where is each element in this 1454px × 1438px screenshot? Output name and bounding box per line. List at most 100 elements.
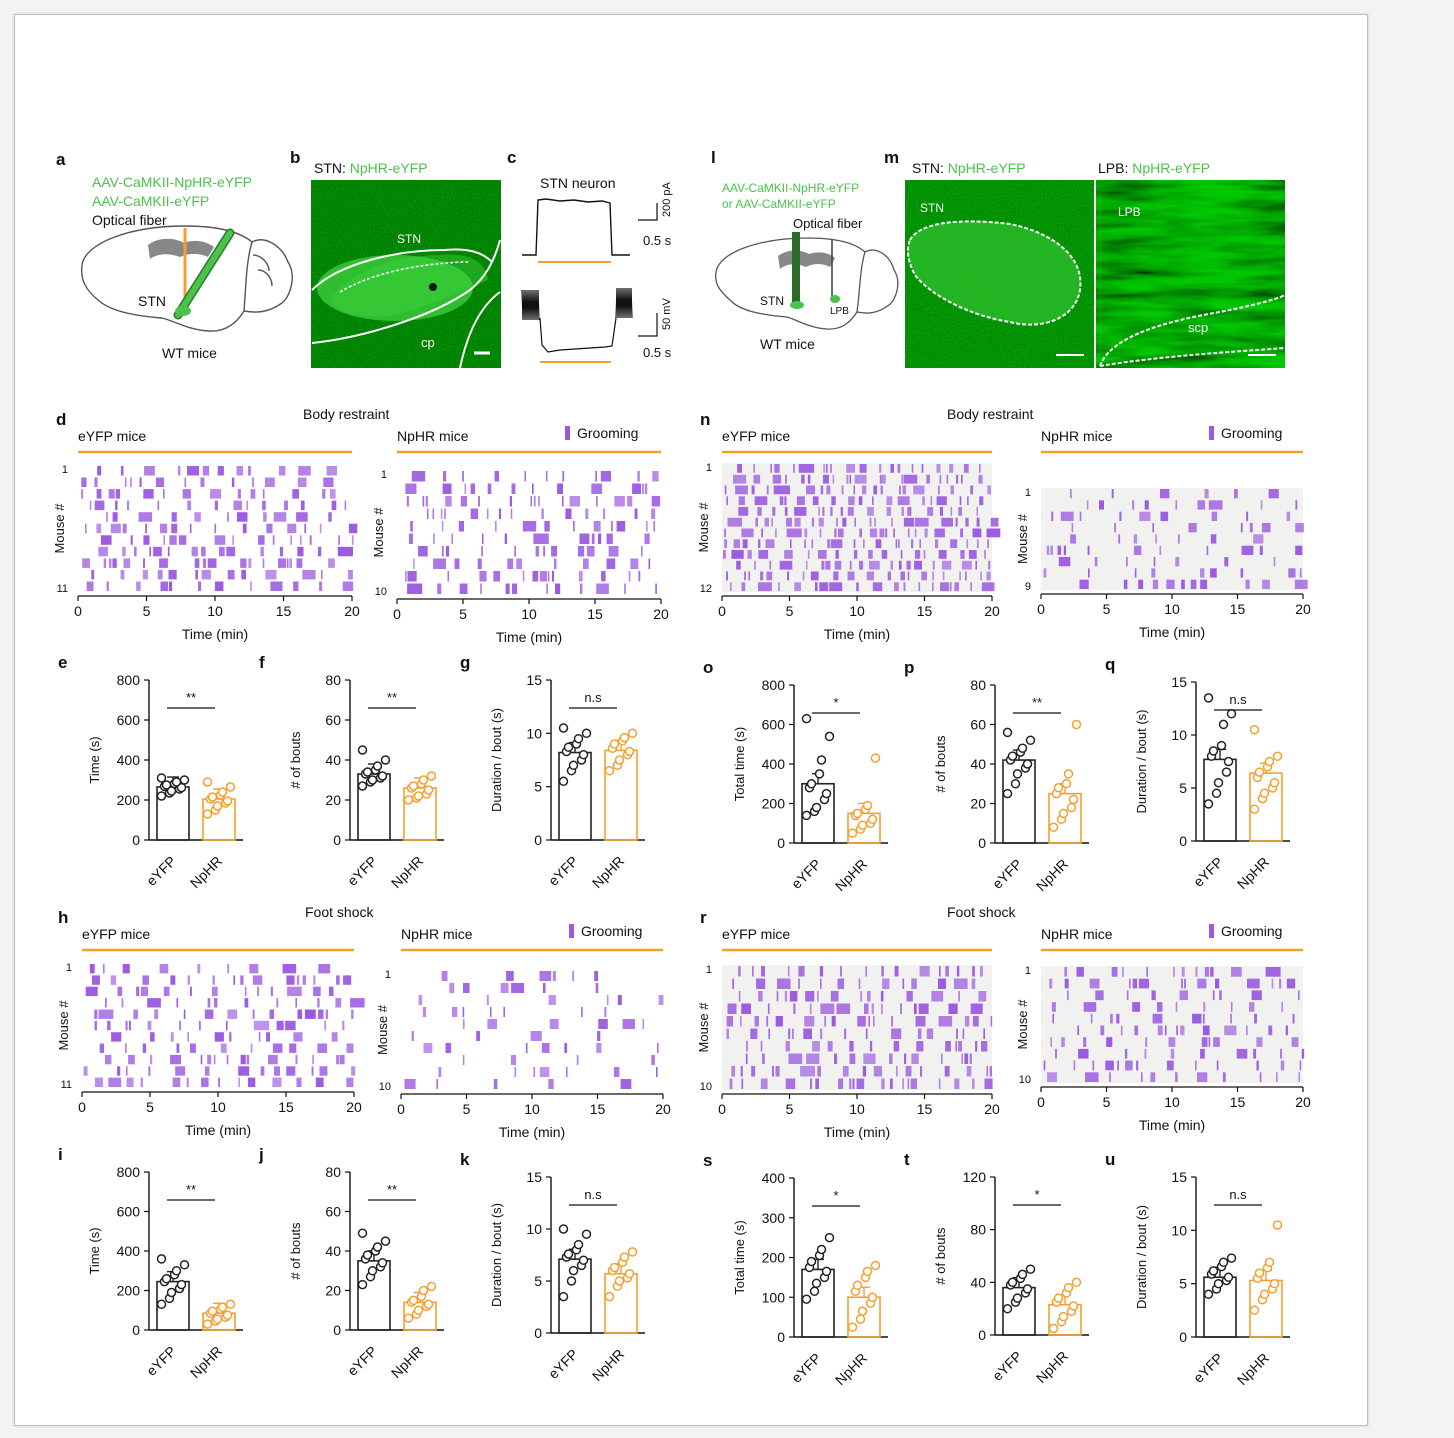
data-point <box>1213 777 1224 788</box>
data-point <box>1249 1305 1260 1316</box>
data-point <box>568 1265 579 1276</box>
data-point <box>1203 693 1214 703</box>
grooming-bout <box>919 539 921 549</box>
grooming-bout <box>1259 545 1263 555</box>
grooming-bout <box>541 1043 550 1053</box>
grooming-bout <box>784 550 793 559</box>
grooming-bout <box>804 539 806 549</box>
grooming-bout <box>632 483 641 494</box>
grooming-bout <box>849 1041 854 1052</box>
grooming-bout <box>733 474 747 484</box>
grooming-bout <box>921 464 924 473</box>
grooming-bout <box>990 1016 993 1027</box>
grooming-bout <box>975 1041 978 1052</box>
grooming-bout <box>318 964 331 974</box>
grooming-bout <box>1224 1025 1237 1036</box>
y-tick-label: 5 <box>534 779 542 795</box>
grooming-bout <box>915 1016 926 1027</box>
grooming-bout <box>849 560 852 570</box>
grooming-bout <box>872 496 874 506</box>
grooming-bout <box>1123 579 1128 589</box>
grooming-bout <box>214 581 224 591</box>
grooming-bout <box>949 464 954 473</box>
data-point <box>156 791 167 801</box>
grooming-bout <box>479 571 487 582</box>
grooming-bout <box>846 474 849 484</box>
grooming-bout <box>874 517 876 527</box>
grooming-bout <box>949 582 952 592</box>
grooming-bout <box>1160 511 1169 521</box>
grooming-bout <box>1166 579 1175 589</box>
significance-marker: ** <box>1032 695 1042 710</box>
grooming-bout <box>149 546 151 557</box>
grooming-bout <box>317 1043 328 1053</box>
y-tick-label: 20 <box>970 796 986 812</box>
grooming-bout <box>300 535 302 545</box>
y-tick-label: 600 <box>762 717 786 733</box>
grooming-bout <box>123 558 131 568</box>
grooming-bout <box>411 471 426 482</box>
grooming-bout <box>641 546 643 557</box>
grooming-bout <box>1052 1013 1054 1024</box>
grooming-bout <box>1132 1002 1141 1012</box>
grooming-bout <box>754 496 768 506</box>
category-label: eYFP <box>545 1346 581 1382</box>
data-point <box>1223 1272 1234 1283</box>
data-point <box>1048 822 1059 832</box>
grooming-bout <box>404 1079 416 1089</box>
grooming-bout <box>936 496 947 506</box>
data-point <box>367 775 378 785</box>
x-tick-label: 5 <box>1103 1094 1111 1110</box>
grooming-bout <box>616 521 626 532</box>
grooming-bout <box>335 998 342 1008</box>
grooming-bout <box>596 1043 602 1053</box>
grooming-bout <box>129 1020 131 1031</box>
data-point <box>1208 746 1219 756</box>
y-tick-label: 0 <box>534 1325 542 1341</box>
grooming-bout <box>110 975 117 985</box>
grooming-bout <box>981 582 995 592</box>
y-axis-label: # of bouts <box>933 1227 948 1285</box>
grooming-bout <box>1298 1072 1300 1082</box>
data-point <box>408 781 419 791</box>
grooming-bout <box>445 1043 452 1053</box>
grooming-bout <box>614 496 625 507</box>
grooming-bout <box>262 489 265 499</box>
grooming-bout <box>248 558 252 568</box>
grooming-bout <box>919 966 930 977</box>
grooming-bout <box>859 464 867 473</box>
grooming-bout <box>169 535 177 545</box>
grooming-bout <box>487 483 492 494</box>
y-tick-label: 200 <box>117 792 141 808</box>
grooming-bout <box>911 1053 919 1064</box>
data-point <box>857 820 868 830</box>
mice-label: WT mice <box>162 345 217 361</box>
grooming-bout <box>104 1054 112 1065</box>
panel-label-a: a <box>56 150 66 169</box>
grooming-bout <box>948 1003 958 1014</box>
grooming-bout <box>738 991 741 1002</box>
grooming-bout <box>758 539 761 549</box>
data-point <box>377 1258 388 1268</box>
grooming-bout <box>276 998 279 1008</box>
y-axis-label: Mouse # <box>375 1004 390 1055</box>
grooming-bout <box>581 1007 583 1017</box>
grooming-bout <box>911 978 917 989</box>
y-tick-label: 0 <box>333 1322 341 1338</box>
grooming-bout <box>436 1079 439 1089</box>
grooming-bout <box>775 528 777 538</box>
y-tick-label: 200 <box>762 796 786 812</box>
grooming-bout <box>127 500 130 511</box>
grooming-bout <box>801 474 805 484</box>
grooming-bout <box>634 508 638 519</box>
grooming-bout <box>1071 523 1074 533</box>
grooming-legend-swatch <box>1209 924 1214 938</box>
data-point <box>619 732 630 743</box>
grooming-bout <box>189 1043 196 1053</box>
grooming-bout <box>1210 534 1217 544</box>
grooming-bout <box>213 1054 216 1065</box>
last-mouse-label: 11 <box>61 1079 72 1091</box>
grooming-bout <box>753 464 755 473</box>
grooming-bout <box>906 991 913 1002</box>
